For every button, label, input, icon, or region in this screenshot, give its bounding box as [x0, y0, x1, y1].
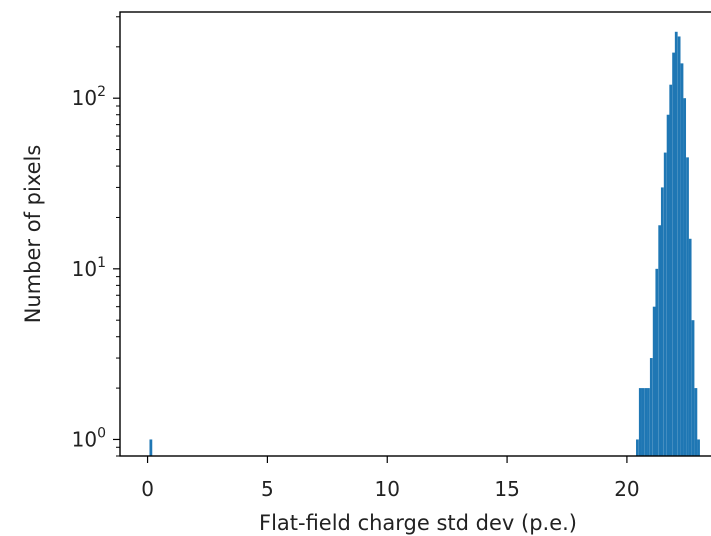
- x-tick-label: 15: [494, 477, 519, 501]
- histogram-bar: [691, 320, 695, 456]
- x-tick-label: 20: [614, 477, 639, 501]
- histogram-bar: [149, 439, 153, 456]
- histogram-bar: [669, 84, 673, 457]
- histogram-bar: [694, 388, 698, 456]
- histogram-bar: [660, 187, 664, 456]
- x-axis-ticks: 0 5 10 15 20: [141, 456, 640, 501]
- y-axis-label: Number of pixels: [21, 145, 45, 324]
- histogram-bars: [149, 31, 700, 457]
- histogram-bar: [674, 31, 678, 456]
- histogram-bar: [680, 63, 684, 456]
- x-tick-label: 0: [141, 477, 154, 501]
- histogram-bar: [658, 225, 662, 456]
- histogram-bar: [638, 388, 642, 456]
- histogram-bar: [677, 36, 681, 457]
- y-tick-label: 100: [72, 425, 106, 451]
- y-tick-label: 102: [72, 84, 106, 110]
- plot-frame: [119, 11, 711, 457]
- histogram-bar: [686, 157, 689, 457]
- histogram-bar: [655, 268, 659, 456]
- histogram-bar: [697, 439, 700, 456]
- histogram-bar: [652, 306, 656, 456]
- histogram-bar: [683, 98, 687, 457]
- y-tick-label: 101: [72, 255, 106, 281]
- x-tick-label: 10: [375, 477, 400, 501]
- histogram-bar: [663, 152, 667, 457]
- x-axis-label: Flat-field charge std dev (p.e.): [259, 511, 577, 535]
- histogram-bar: [641, 388, 645, 456]
- histogram-bar: [636, 439, 639, 456]
- histogram-bar: [647, 388, 650, 456]
- histogram-bar: [666, 114, 670, 456]
- histogram-bar: [649, 358, 653, 456]
- x-tick-label: 5: [261, 477, 274, 501]
- histogram-bar: [688, 238, 692, 456]
- histogram-bar: [672, 52, 675, 457]
- histogram-bar: [644, 388, 648, 456]
- y-axis-ticks: 100 101 102: [72, 16, 120, 457]
